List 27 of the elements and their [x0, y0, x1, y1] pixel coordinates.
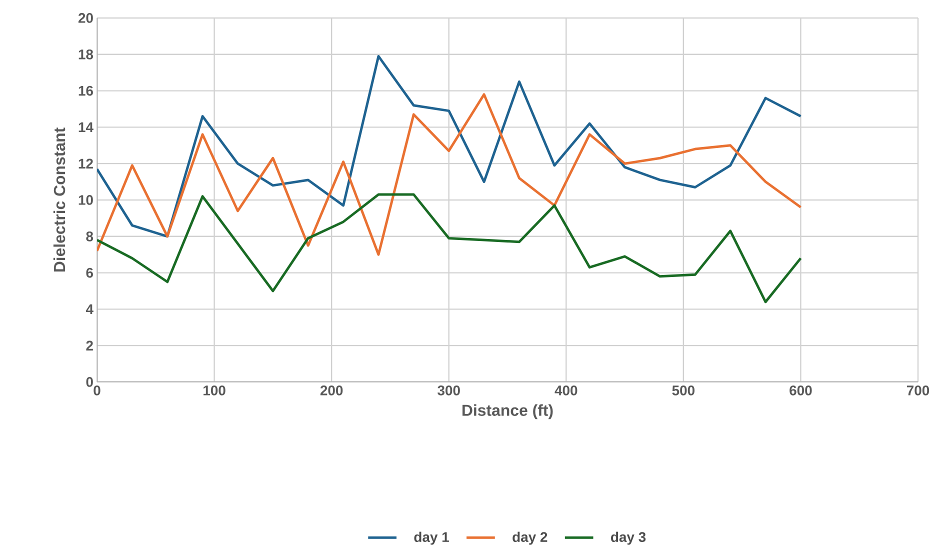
x-tick-label: 400 — [554, 385, 578, 396]
y-tick-label: 10 — [78, 195, 93, 205]
x-tick-label: 700 — [906, 385, 930, 396]
y-tick-label: 12 — [78, 158, 93, 168]
legend-label: day 1 — [414, 532, 449, 545]
y-tick-label: 0 — [86, 377, 93, 387]
line-series — [97, 93, 802, 256]
x-tick-label: 0 — [94, 385, 100, 396]
y-tick-label: 6 — [86, 268, 93, 278]
line-series — [97, 193, 802, 304]
line-series — [97, 54, 802, 238]
y-axis-title: Dielectric Constant — [53, 128, 66, 272]
x-tick-label: 600 — [790, 385, 812, 396]
y-tick-label: 18 — [78, 49, 94, 60]
y-tick-label: 14 — [78, 122, 94, 132]
x-tick-label: 100 — [204, 385, 226, 396]
x-axis-title: Distance (ft) — [462, 404, 553, 420]
y-tick-label: 4 — [86, 304, 94, 314]
y-tick-label: 20 — [78, 13, 93, 23]
y-tick-label: 16 — [78, 86, 93, 96]
legend-label: day 3 — [611, 532, 646, 545]
y-tick-label: 8 — [86, 231, 94, 242]
y-tick-label: 2 — [86, 340, 93, 350]
x-tick-label: 300 — [438, 385, 460, 396]
legend-label: day 2 — [512, 532, 548, 545]
x-tick-label: 200 — [320, 385, 343, 396]
x-tick-label: 500 — [672, 385, 694, 396]
